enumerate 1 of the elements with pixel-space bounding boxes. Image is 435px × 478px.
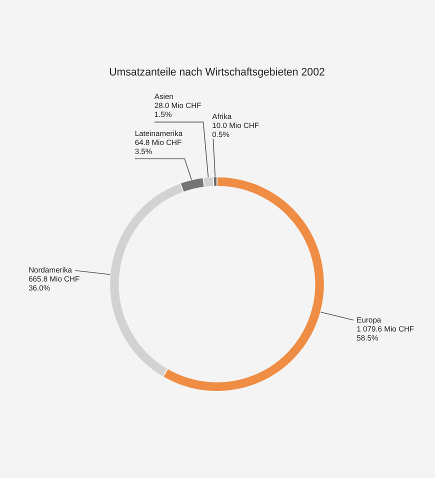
chart-title: Umsatzanteile nach Wirtschaftsgebieten 2002: [109, 66, 325, 79]
